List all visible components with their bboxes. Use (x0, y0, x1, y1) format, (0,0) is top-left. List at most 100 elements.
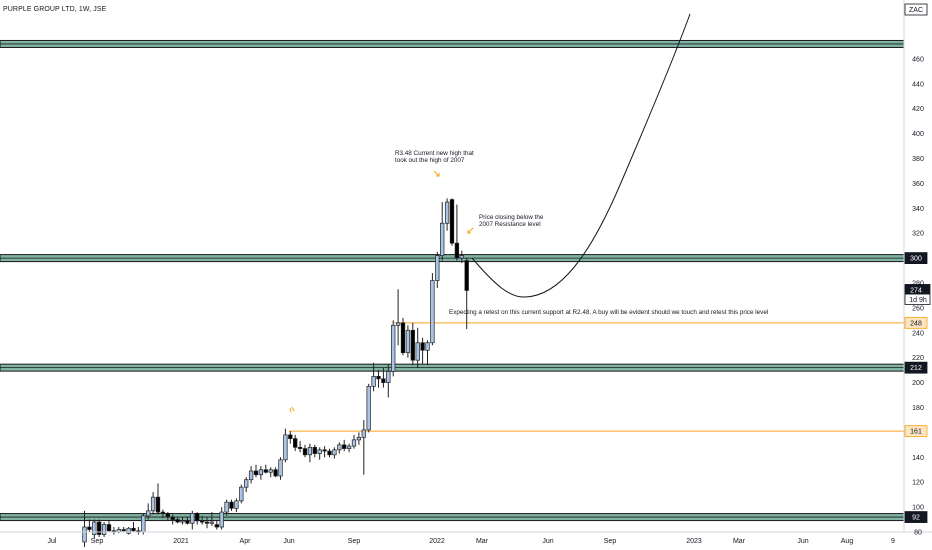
candle-body (97, 521, 102, 535)
candle-body (268, 469, 273, 473)
resistance-note-line1: Price closing below the (479, 214, 544, 221)
candle-body (160, 511, 166, 514)
candle-body (214, 524, 219, 528)
y-tick-label: 460 (912, 56, 924, 63)
candles-layer (82, 198, 469, 547)
candle-body (185, 520, 190, 524)
candle-body (229, 501, 234, 509)
candle-body (165, 512, 170, 518)
zones-layer (0, 39, 905, 522)
drawings-layer: R3.48 Current new high that took out the… (289, 13, 768, 413)
countdown-label: 1d 9h (909, 297, 927, 304)
candle-body (337, 444, 342, 451)
x-tick-label: 2023 (686, 538, 702, 545)
candle-body (234, 500, 239, 509)
y-tick-label: 180 (912, 405, 924, 412)
axis-labels: 8010012014016018020022024026028030032034… (48, 3, 931, 545)
candle-body (444, 201, 450, 224)
candle-body (180, 520, 185, 523)
candle-body (195, 512, 200, 522)
candle-body (440, 222, 445, 256)
x-tick-label: 2022 (429, 538, 445, 545)
candle-body (464, 260, 469, 291)
candle-body (405, 329, 411, 354)
candle-body (82, 526, 87, 543)
y-tick-label: 380 (912, 156, 924, 163)
high-note-line2: took out the high of 2007 (395, 157, 465, 164)
currency-box (904, 3, 928, 16)
candle-body (209, 521, 215, 524)
candle-body (258, 469, 264, 476)
candle-body (224, 501, 229, 513)
y-tick-label: 280 (912, 281, 924, 288)
candle-body (263, 469, 268, 473)
candle-body (101, 524, 107, 535)
candle-body (410, 329, 415, 361)
price-axis (903, 0, 932, 550)
candle-body (273, 469, 278, 477)
level-price-value: 161 (910, 429, 922, 436)
candle-body (395, 322, 401, 326)
y-tick-label: 420 (912, 106, 924, 113)
x-tick-label: Jun (542, 538, 553, 545)
candle-body (381, 378, 386, 383)
x-tick-label: Apr (240, 538, 252, 545)
candle-body (327, 450, 332, 456)
candle-body (322, 449, 327, 452)
candle-body (356, 437, 362, 441)
x-tick-label: Jun (797, 538, 808, 545)
level-price-tag (904, 511, 928, 523)
level-price-value: 212 (910, 365, 922, 372)
y-tick-label: 320 (912, 231, 924, 238)
candle-body (170, 516, 175, 520)
y-tick-label: 440 (912, 81, 924, 88)
y-tick-label: 240 (912, 330, 924, 337)
candle-body (376, 376, 381, 380)
y-tick-label: 80 (914, 530, 922, 537)
candle-body (454, 242, 460, 259)
y-tick-label: 400 (912, 131, 924, 138)
x-tick-label: Sep (91, 538, 104, 545)
candle-body (278, 459, 283, 477)
candle-body (307, 446, 313, 456)
x-tick-label: 9 (891, 538, 895, 545)
level-price-value: 248 (910, 320, 922, 327)
level-price-tag (904, 425, 928, 438)
candle-body (219, 511, 224, 528)
chart-symbol-title: PURPLE GROUP LTD, 1W, JSE (3, 6, 107, 13)
arrow-161-icon (289, 406, 295, 413)
level-price-value: 300 (910, 256, 922, 263)
level-price-tag (904, 316, 928, 329)
candle-body (459, 255, 464, 259)
currency-label: ZAC (909, 7, 923, 14)
candle-body (131, 527, 136, 532)
candle-body (400, 322, 406, 354)
candle-body (155, 496, 161, 513)
candle-body (126, 527, 131, 534)
candle-body (371, 376, 376, 387)
candle-body (351, 439, 357, 447)
candle-body (366, 385, 371, 431)
y-tick-label: 260 (912, 305, 924, 312)
candle-body (121, 529, 126, 532)
candle-body (391, 324, 396, 372)
x-tick-label: Sep (604, 538, 617, 545)
y-tick-label: 140 (912, 455, 924, 462)
candle-body (346, 445, 352, 449)
y-tick-label: 100 (912, 505, 924, 512)
y-tick-label: 200 (912, 380, 924, 387)
candle-body (361, 429, 366, 438)
x-tick-label: Mar (733, 538, 746, 545)
last-price-value: 274 (910, 287, 922, 294)
x-tick-label: Jun (283, 538, 294, 545)
candle-body (253, 470, 259, 476)
candle-body (332, 449, 337, 456)
level-price-value: 92 (912, 515, 920, 522)
candle-body (87, 526, 92, 530)
projection-curve (471, 13, 691, 298)
y-tick-label: 360 (912, 181, 924, 188)
candle-body (312, 446, 317, 454)
last-price-bg (905, 284, 930, 295)
arrow-close-icon (467, 227, 474, 234)
